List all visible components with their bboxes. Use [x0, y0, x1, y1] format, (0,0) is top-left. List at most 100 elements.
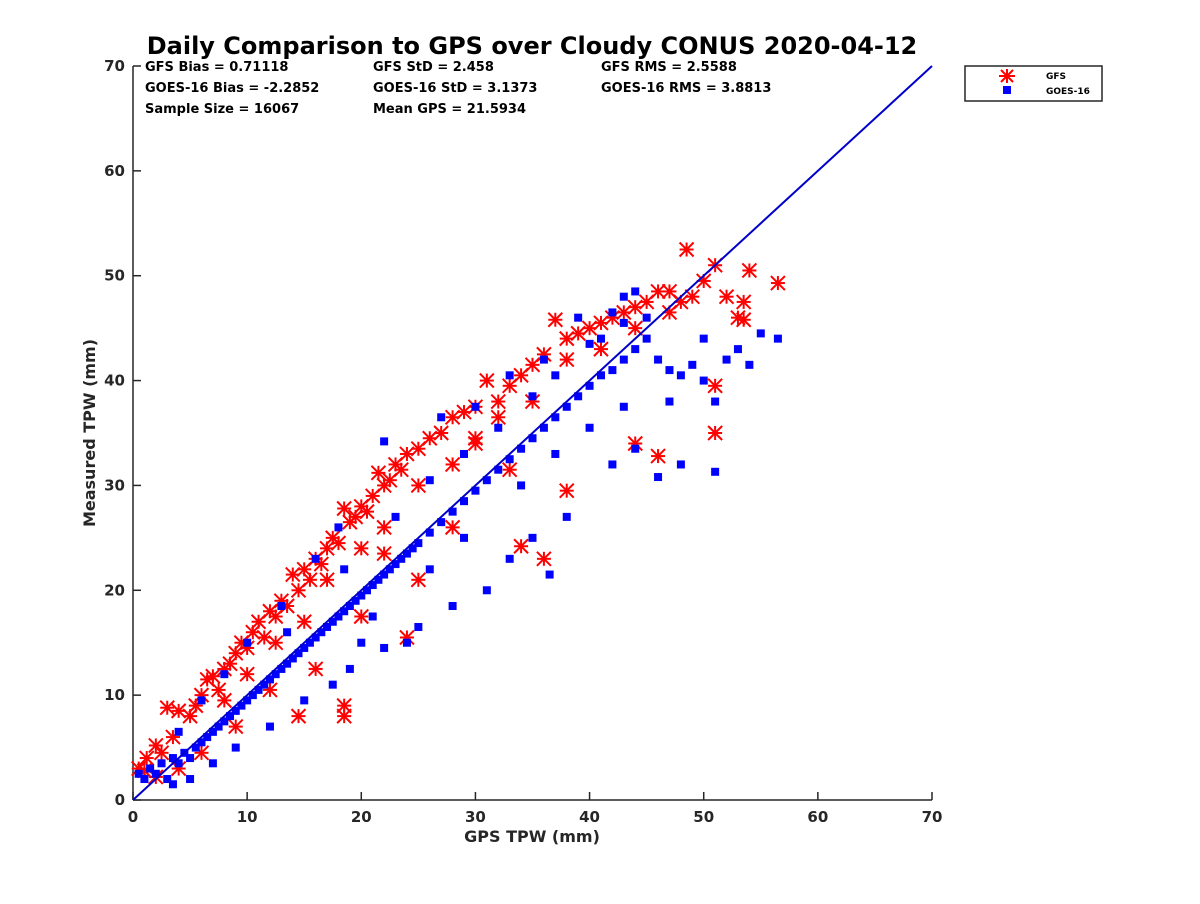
gfs-point — [228, 718, 244, 735]
stat-gfs-std: GFS StD = 2.458 — [373, 60, 494, 75]
x-tick-label: 50 — [693, 808, 714, 826]
legend-box — [964, 65, 1103, 102]
goes-point — [197, 696, 206, 705]
gfs-point — [593, 341, 609, 357]
goes-point — [385, 565, 394, 574]
goes-point — [505, 455, 514, 464]
goes-point — [665, 366, 674, 375]
goes-point — [551, 449, 560, 458]
goes-point — [517, 444, 526, 453]
gfs-point — [661, 283, 678, 300]
goes-point — [334, 612, 343, 621]
goes-point — [345, 664, 354, 673]
stat-mean-gps: Mean GPS = 21.5934 — [373, 102, 526, 117]
goes-point — [203, 733, 212, 742]
gfs-point — [330, 535, 347, 551]
gfs-point — [153, 745, 170, 761]
goes-point — [391, 512, 400, 521]
goes-point — [414, 539, 423, 548]
goes-point — [334, 523, 343, 532]
goes-point — [340, 565, 349, 574]
goes-point — [482, 476, 491, 485]
gfs-point — [376, 545, 392, 562]
y-tick-label: 20 — [104, 581, 125, 599]
gfs-point — [290, 708, 307, 724]
gfs-point — [279, 598, 295, 614]
goes-point — [254, 685, 263, 694]
gfs-point — [707, 425, 723, 441]
goes-point — [174, 759, 183, 768]
gfs-point — [684, 288, 701, 305]
goes-point — [357, 638, 366, 647]
gfs-point — [650, 283, 666, 300]
goes-point — [437, 413, 446, 422]
goes-point — [414, 622, 423, 631]
goes-point — [539, 355, 548, 364]
goes-point — [545, 570, 554, 579]
gfs-point — [707, 378, 723, 394]
goes-point — [231, 743, 240, 752]
gfs-point — [741, 262, 758, 279]
goes-point — [283, 659, 292, 668]
goes-point — [756, 329, 765, 338]
goes-point — [357, 591, 366, 600]
y-tick-label: 70 — [104, 57, 125, 75]
goes-point — [448, 507, 457, 516]
goes-point — [328, 617, 337, 626]
gfs-point — [410, 477, 427, 494]
gfs-point — [627, 320, 643, 336]
gfs-point — [735, 294, 752, 310]
gfs-point — [239, 666, 255, 682]
goes-point — [448, 602, 457, 611]
gfs-point — [547, 312, 564, 328]
goes-point — [345, 602, 354, 611]
goes-point — [226, 712, 235, 721]
goes-point — [380, 437, 389, 446]
gfs-point — [559, 351, 575, 368]
goes-point — [328, 680, 337, 689]
goes-point — [174, 727, 183, 736]
goes-point — [494, 423, 503, 432]
goes-point — [231, 706, 240, 715]
goes-point — [631, 287, 640, 296]
plot-area: 0 10 20 30 40 50 60 70 0 10 20 30 40 50 60 70 — [104, 57, 942, 826]
y-axis-label: Measured TPW (mm) — [80, 339, 99, 527]
gfs-point — [678, 241, 695, 258]
goes-point — [425, 476, 434, 485]
gfs-point — [524, 393, 541, 410]
goes-point — [134, 769, 143, 778]
gfs-point — [138, 750, 155, 766]
goes-point — [220, 670, 229, 679]
goes-point — [699, 376, 708, 385]
goes-point — [676, 371, 685, 380]
goes-point — [294, 649, 303, 658]
gfs-point — [444, 456, 461, 473]
goes-point — [773, 334, 782, 343]
gfs-point — [536, 551, 552, 567]
goes-point — [311, 633, 320, 642]
goes-point — [208, 727, 217, 736]
gfs-point — [718, 288, 735, 305]
goes-point — [425, 528, 434, 537]
goes-point — [248, 691, 257, 700]
gfs-point — [302, 572, 318, 588]
gfs-point — [319, 572, 335, 588]
gfs-point — [433, 425, 449, 441]
goes-point — [539, 423, 548, 432]
stat-goes-std: GOES-16 StD = 3.1373 — [373, 81, 537, 96]
goes-point — [619, 402, 628, 411]
goes-point — [368, 581, 377, 590]
goes-point — [665, 397, 674, 406]
goes-point — [323, 622, 332, 631]
gfs-point — [393, 461, 409, 478]
goes-point — [168, 754, 177, 763]
chart-title: Daily Comparison to GPS over Cloudy CONU… — [147, 32, 918, 60]
goes-point — [186, 754, 195, 763]
stat-gfs-bias: GFS Bias = 0.71118 — [145, 60, 288, 75]
gfs-point — [627, 435, 643, 452]
gfs-point — [638, 294, 655, 310]
goes-point — [562, 512, 571, 521]
goes-point — [722, 355, 731, 364]
goes-point — [391, 560, 400, 569]
